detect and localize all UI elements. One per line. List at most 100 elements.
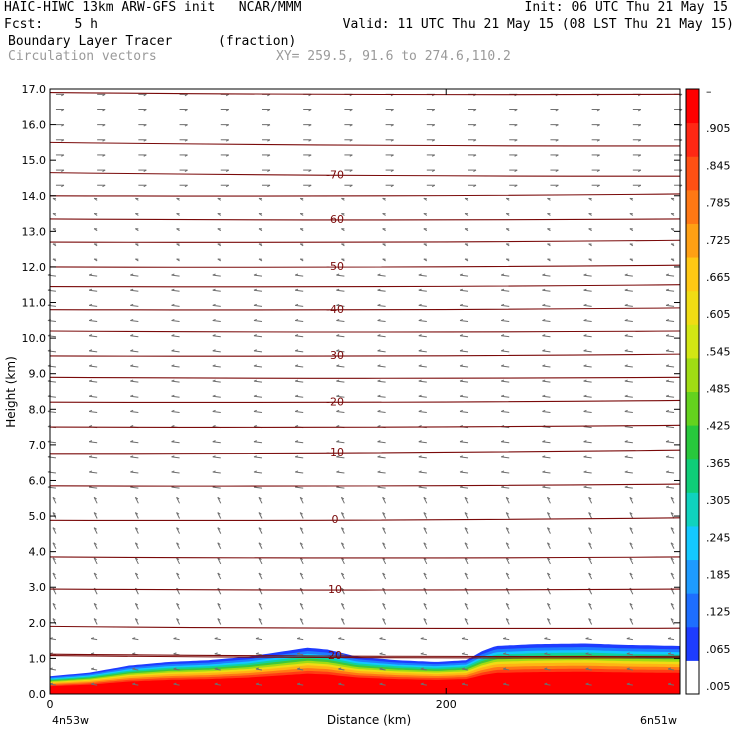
y-tick-label: 2.0 (29, 617, 47, 630)
colorbar-swatch (686, 89, 699, 124)
vector-arrow (253, 289, 263, 292)
vector-arrowhead (349, 184, 353, 188)
vector-arrowhead (52, 512, 56, 515)
vector-arrow (624, 486, 633, 489)
vector-arrowhead (171, 470, 175, 473)
vector-arrowhead (336, 470, 340, 473)
vector-arrowhead (624, 318, 628, 322)
vector-arrow (258, 572, 263, 580)
vector-arrow (501, 410, 510, 413)
vector-arrowhead (299, 542, 303, 545)
vector-arrowhead (297, 682, 301, 685)
header-title: HAIC-HIWC 13km ARW-GFS init NCAR/MMM (4, 0, 302, 15)
vector-arrowhead (377, 425, 381, 428)
colorbar-label: – (706, 85, 712, 98)
vector-arrowhead (464, 542, 468, 545)
vector-arrowhead (670, 618, 674, 621)
colorbar-label: .365 (706, 457, 731, 470)
contour-line (49, 424, 681, 428)
vector-arrowhead (88, 288, 93, 291)
vector-arrowhead (52, 527, 56, 530)
vector-arrow (542, 380, 551, 383)
contour-line (49, 449, 681, 455)
contour-line (49, 92, 681, 96)
vector-arrowhead (217, 496, 221, 500)
vector-arrowhead (176, 496, 180, 500)
vector-arrowhead (588, 512, 592, 515)
vector-arrow (505, 603, 510, 610)
vector-arrowhead (130, 440, 134, 443)
vector-arrowhead (473, 169, 477, 172)
vector-arrowhead (341, 542, 345, 545)
vector-arrowhead (212, 318, 216, 322)
vector-arrow (130, 304, 139, 307)
vector-arrowhead (583, 288, 587, 291)
vector-arrowhead (171, 394, 175, 397)
vector-arrowhead (431, 124, 436, 127)
vector-arrow (624, 456, 633, 459)
vector-arrowhead (349, 124, 353, 127)
vector-arrowhead (542, 379, 546, 382)
vector-arrow (89, 274, 98, 277)
vector-arrowhead (418, 288, 422, 291)
colorbar-label: .845 (706, 159, 731, 172)
colorbar-label: .245 (706, 531, 731, 544)
vector-arrow (212, 380, 221, 383)
vector-arrow (629, 497, 634, 504)
vector-arrowhead (267, 184, 271, 188)
vector-arrow (588, 557, 593, 565)
vector-arrow (176, 603, 181, 610)
vector-arrowhead (130, 425, 134, 428)
vector-arrow (130, 395, 139, 398)
vector-arrowhead (665, 318, 670, 322)
vector-arrowhead (132, 637, 136, 640)
vector-arrow (176, 512, 181, 519)
vector-arrowhead (583, 318, 587, 322)
vector-arrowhead (665, 394, 670, 397)
vector-arrow (130, 335, 139, 338)
vector-arrowhead (629, 602, 633, 606)
vector-arrowhead (61, 93, 65, 97)
vector-arrow (546, 572, 551, 580)
vector-arrow (176, 572, 181, 580)
vector-arrowhead (501, 409, 505, 412)
vector-arrowhead (624, 303, 628, 306)
vector-arrowhead (93, 496, 97, 500)
vector-arrowhead (665, 379, 670, 382)
contour-label: 0 (332, 513, 339, 526)
y-tick-label: 1.0 (29, 652, 47, 665)
vector-arrow (171, 456, 180, 459)
colorbar-label: .125 (706, 606, 731, 619)
vector-arrowhead (665, 455, 670, 458)
vector-arrow (52, 497, 57, 504)
y-tick-label: 6.0 (29, 474, 47, 487)
axes: 0.0 1.0 2.0 3.0 4.0 5.0 6.0 7.0 8.0 9.0 10.0 11.0 12… (22, 83, 681, 711)
vector-arrow (382, 587, 387, 595)
vector-arrowhead (459, 470, 463, 473)
vector-arrowhead (173, 667, 177, 670)
x-axis-title: Distance (km) (327, 713, 411, 727)
vector-arrowhead (626, 637, 630, 640)
contour-line (49, 517, 681, 522)
y-tick-label: 7.0 (29, 439, 47, 452)
vector-arrowhead (382, 618, 386, 621)
vector-arrowhead (420, 652, 424, 655)
vector-arrowhead (93, 527, 97, 530)
vector-arrowhead (514, 169, 518, 172)
vector-arrow (171, 410, 180, 413)
vector-arrowhead (588, 496, 592, 500)
vector-arrow (171, 304, 180, 307)
vector-arrowhead (253, 455, 257, 458)
contour-line (49, 193, 681, 197)
vector-arrowhead (418, 409, 422, 412)
vector-arrowhead (88, 394, 93, 397)
vector-arrow (134, 572, 139, 580)
vector-arrow (382, 497, 387, 504)
vector-arrowhead (505, 512, 509, 515)
vector-arrowhead (624, 440, 628, 443)
vector-arrowhead (588, 527, 592, 530)
vector-arrow (583, 395, 592, 398)
vector-arrow (47, 410, 57, 413)
vector-arrow (89, 456, 98, 459)
vector-arrow (295, 274, 304, 277)
